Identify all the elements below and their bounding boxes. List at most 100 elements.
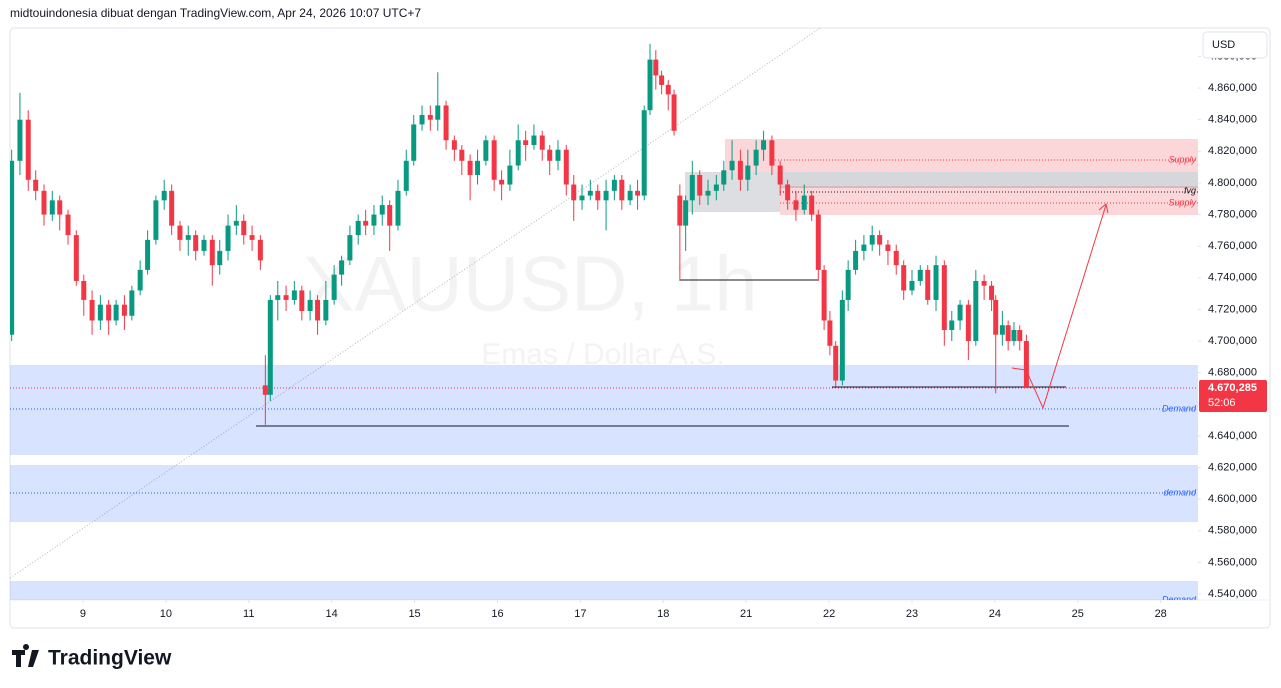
- candle-body: [49, 200, 55, 215]
- candle-body: [299, 290, 305, 311]
- candle-body: [177, 225, 183, 240]
- x-tick-label: 25: [1072, 608, 1084, 620]
- candle-body: [97, 304, 103, 321]
- candle-body: [217, 250, 223, 266]
- candle-body: [869, 235, 875, 245]
- zone-label: fvg: [1184, 185, 1196, 195]
- candle-body: [209, 239, 215, 266]
- candle-body: [113, 304, 119, 321]
- candle-body: [999, 325, 1005, 335]
- candle-body: [411, 124, 417, 161]
- x-tick-label: 17: [574, 608, 586, 620]
- candle-body: [283, 295, 289, 300]
- currency-button[interactable]: [1202, 31, 1268, 59]
- y-tick-label: 4.540,000: [1208, 588, 1257, 600]
- candle-body: [387, 205, 393, 226]
- candle-body: [193, 235, 199, 251]
- candle-body: [659, 75, 665, 85]
- candle-body: [777, 165, 783, 185]
- candle-body: [1023, 341, 1029, 389]
- path-arrow: [1011, 367, 1027, 371]
- candle-body: [555, 149, 561, 161]
- candle-body: [737, 160, 743, 180]
- candle-body: [33, 179, 39, 191]
- candle-body: [671, 94, 677, 131]
- candle-body: [635, 190, 641, 196]
- candle-body: [677, 195, 683, 226]
- candle-body: [57, 200, 63, 215]
- candle-body: [507, 165, 513, 185]
- currency: USD: [1212, 39, 1235, 51]
- candle-body: [169, 190, 175, 226]
- zone-label: Supply: [1168, 154, 1196, 164]
- candle-body: [17, 119, 23, 161]
- candle-body: [515, 140, 521, 166]
- y-tick-label: 4.800,000: [1208, 177, 1257, 189]
- candle-body: [291, 290, 297, 300]
- candle-body: [427, 114, 433, 120]
- candle-body: [371, 214, 377, 226]
- candle-body: [233, 220, 239, 226]
- candle-body: [705, 190, 711, 196]
- y-tick-label: 4.780,000: [1208, 208, 1257, 220]
- x-tick-label: 24: [989, 608, 1001, 620]
- candle-body: [901, 265, 907, 291]
- candle-body: [395, 190, 401, 226]
- candle-body: [965, 304, 971, 342]
- supply-zone: [780, 186, 1198, 215]
- candle-body: [745, 165, 751, 180]
- candle-body: [65, 214, 71, 236]
- candle-body: [459, 149, 465, 161]
- zone-label: Demand: [1162, 594, 1197, 604]
- candle-body: [885, 244, 891, 251]
- candle-body: [827, 320, 833, 346]
- y-tick-label: 4.620,000: [1208, 461, 1257, 473]
- candle-body: [41, 190, 47, 215]
- candle-body: [697, 175, 703, 196]
- candle-body: [713, 184, 719, 191]
- brand-logo: [12, 644, 39, 667]
- candle-body: [809, 195, 815, 215]
- candle-body: [331, 274, 337, 300]
- candle-body: [653, 59, 659, 76]
- y-tick-label: 4.840,000: [1208, 114, 1257, 126]
- candle-body: [121, 304, 127, 316]
- candle-body: [957, 304, 963, 321]
- candle-body: [241, 220, 247, 236]
- y-tick-label: 4.560,000: [1208, 556, 1257, 568]
- x-tick-label: 23: [906, 608, 918, 620]
- zone-label: Supply: [1168, 197, 1196, 207]
- candle-body: [721, 170, 727, 185]
- candle-body: [729, 160, 735, 171]
- candle-body: [185, 235, 191, 240]
- candle-body: [531, 135, 537, 145]
- candle-body: [839, 299, 845, 381]
- x-tick-label: 18: [657, 608, 669, 620]
- candle-body: [563, 149, 569, 185]
- candle-body: [925, 269, 931, 300]
- y-tick-label: 4.640,000: [1208, 430, 1257, 442]
- x-tick-label: 22: [823, 608, 835, 620]
- candle-body: [419, 114, 425, 125]
- y-tick-label: 4.740,000: [1208, 272, 1257, 284]
- attribution: midtouindonesia dibuat dengan TradingVie…: [10, 6, 421, 20]
- candle-body: [941, 265, 947, 330]
- candle-body: [347, 235, 353, 261]
- candle-body: [10, 160, 15, 335]
- x-tick-label: 21: [740, 608, 752, 620]
- candle-body: [81, 280, 87, 300]
- candle-body: [619, 179, 625, 201]
- trend-line: [10, 28, 821, 579]
- candle-body: [499, 179, 505, 185]
- candle-body: [877, 235, 883, 245]
- y-tick-label: 4.820,000: [1208, 145, 1257, 157]
- candle-body: [801, 195, 807, 210]
- candle-body: [25, 119, 31, 180]
- y-tick-label: 4.680,000: [1208, 367, 1257, 379]
- candle-body: [225, 225, 231, 251]
- candle-body: [909, 280, 915, 291]
- candle-body: [785, 184, 791, 201]
- candle-body: [547, 149, 553, 161]
- candle-body: [647, 59, 653, 111]
